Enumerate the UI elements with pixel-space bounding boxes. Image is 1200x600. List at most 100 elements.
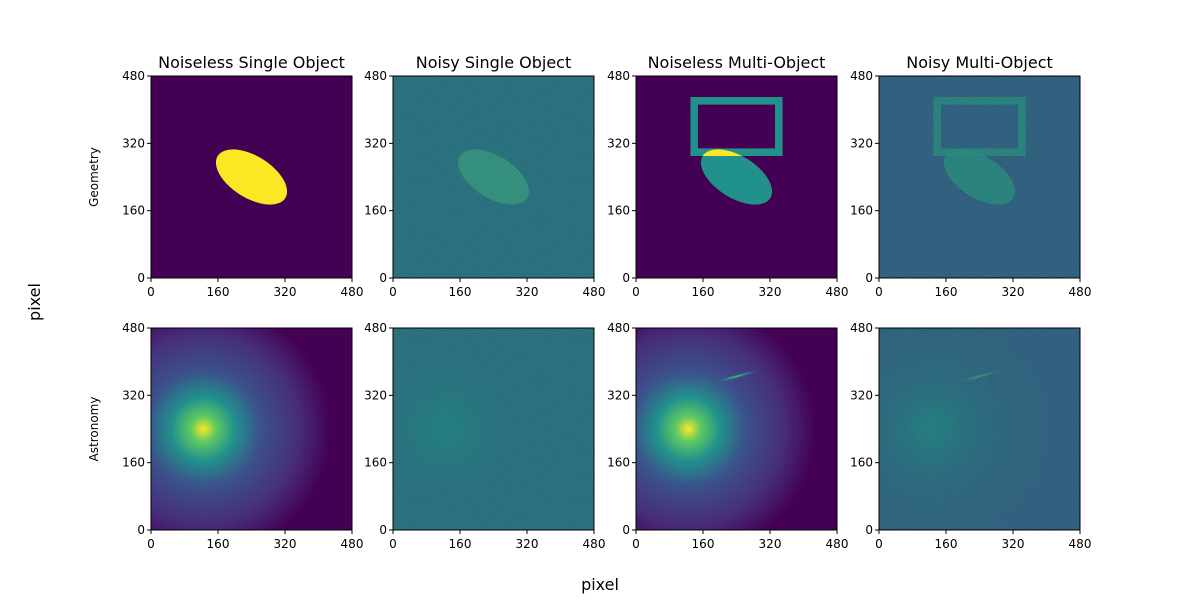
noise-layer-light — [393, 76, 594, 278]
y-tick-label: 160 — [122, 456, 145, 470]
row-label: Astronomy — [87, 397, 101, 462]
y-tick-label: 320 — [364, 388, 387, 402]
y-tick-label: 160 — [364, 456, 387, 470]
heatmap-image — [879, 328, 1080, 530]
axes-frame — [150, 327, 353, 531]
y-tick-label: 480 — [364, 69, 387, 83]
x-tick-label: 160 — [207, 537, 230, 551]
axes-frame — [878, 75, 1081, 279]
y-tick-label: 0 — [622, 523, 630, 537]
y-tick-label: 0 — [865, 523, 873, 537]
y-tick-label: 160 — [850, 204, 873, 218]
axes-frame — [392, 327, 595, 531]
panel-6: 0 160 320 480 0 160 320 480 — [364, 321, 605, 551]
panel-title: Noiseless Single Object — [158, 53, 345, 72]
y-tick-label: 320 — [364, 136, 387, 150]
noise-layer-light — [879, 328, 1080, 530]
x-tick-label: 0 — [147, 537, 155, 551]
axes-frame — [150, 75, 353, 279]
x-tick-label: 0 — [632, 285, 640, 299]
panel-4: 0 160 320 480 0 160 320 480 Noisy Multi-Object — [850, 53, 1091, 299]
heatmap-image — [393, 76, 594, 278]
x-tick-label: 160 — [692, 537, 715, 551]
x-tick-label: 320 — [759, 537, 782, 551]
panel-8: 0 160 320 480 0 160 320 480 — [850, 321, 1091, 551]
y-tick-label: 160 — [364, 204, 387, 218]
y-tick-label: 480 — [122, 321, 145, 335]
x-tick-label: 480 — [583, 285, 606, 299]
x-tick-label: 320 — [516, 537, 539, 551]
panel-title: Noiseless Multi-Object — [648, 53, 826, 72]
y-tick-label: 160 — [850, 456, 873, 470]
y-tick-label: 320 — [122, 388, 145, 402]
panel-5: 0 160 320 480 0 160 320 480 Astronomy — [87, 321, 363, 551]
panel-title: Noisy Single Object — [416, 53, 571, 72]
y-tick-label: 0 — [379, 523, 387, 537]
y-tick-label: 0 — [865, 271, 873, 285]
y-tick-label: 160 — [122, 204, 145, 218]
noise-layer-light — [393, 328, 594, 530]
rect-frame-object — [690, 97, 783, 156]
row-label: Geometry — [87, 147, 101, 207]
x-tick-label: 0 — [389, 285, 397, 299]
y-tick-label: 0 — [137, 271, 145, 285]
axes-frame — [878, 327, 1081, 531]
y-tick-label: 0 — [622, 271, 630, 285]
heatmap-image — [393, 328, 594, 530]
y-tick-label: 320 — [607, 136, 630, 150]
y-tick-label: 480 — [364, 321, 387, 335]
x-tick-label: 0 — [389, 537, 397, 551]
y-tick-label: 320 — [850, 388, 873, 402]
panel-title: Noisy Multi-Object — [906, 53, 1053, 72]
x-tick-label: 0 — [875, 537, 883, 551]
panel-3: 0 160 320 480 0 160 320 480 Noiseless Multi-Obje… — [607, 53, 848, 299]
streak-object — [712, 369, 761, 384]
axes-frame — [635, 327, 838, 531]
x-tick-label: 160 — [935, 537, 958, 551]
x-tick-label: 320 — [274, 537, 297, 551]
x-tick-label: 480 — [826, 285, 849, 299]
panel-7: 0 160 320 480 0 160 320 480 — [607, 321, 848, 551]
y-tick-label: 480 — [850, 321, 873, 335]
x-tick-label: 480 — [1069, 285, 1092, 299]
supxlabel: pixel — [581, 575, 619, 594]
y-tick-label: 160 — [607, 456, 630, 470]
x-tick-label: 160 — [935, 285, 958, 299]
y-tick-label: 320 — [850, 136, 873, 150]
gaussian-source — [636, 328, 837, 530]
x-tick-label: 480 — [583, 537, 606, 551]
x-tick-label: 320 — [1002, 285, 1025, 299]
x-tick-label: 320 — [1002, 537, 1025, 551]
y-tick-label: 0 — [379, 271, 387, 285]
x-tick-label: 320 — [274, 285, 297, 299]
x-tick-label: 320 — [759, 285, 782, 299]
heatmap-image — [151, 76, 352, 278]
y-tick-label: 0 — [137, 523, 145, 537]
x-tick-label: 480 — [341, 285, 364, 299]
y-tick-label: 480 — [607, 321, 630, 335]
x-tick-label: 320 — [516, 285, 539, 299]
y-tick-label: 480 — [607, 69, 630, 83]
y-tick-label: 480 — [122, 69, 145, 83]
supylabel: pixel — [25, 283, 44, 321]
x-tick-label: 480 — [341, 537, 364, 551]
ellipse-object — [700, 149, 773, 205]
heatmap-image — [151, 328, 352, 530]
x-tick-label: 160 — [449, 285, 472, 299]
noise-layer-light — [879, 76, 1080, 278]
x-tick-label: 480 — [1069, 537, 1092, 551]
axes-frame — [635, 75, 838, 279]
x-tick-label: 160 — [207, 285, 230, 299]
x-tick-label: 0 — [875, 285, 883, 299]
panel-1: 0 160 320 480 0 160 320 480 Noiseless Single Obj… — [87, 53, 363, 299]
y-tick-label: 480 — [850, 69, 873, 83]
x-tick-label: 160 — [692, 285, 715, 299]
x-tick-label: 0 — [632, 537, 640, 551]
ellipse-object — [215, 149, 288, 205]
x-tick-label: 480 — [826, 537, 849, 551]
gaussian-source — [151, 328, 352, 530]
panel-2: 0 160 320 480 0 160 320 480 Noisy Single Object — [364, 53, 605, 299]
y-tick-label: 320 — [122, 136, 145, 150]
heatmap-image — [636, 328, 837, 530]
